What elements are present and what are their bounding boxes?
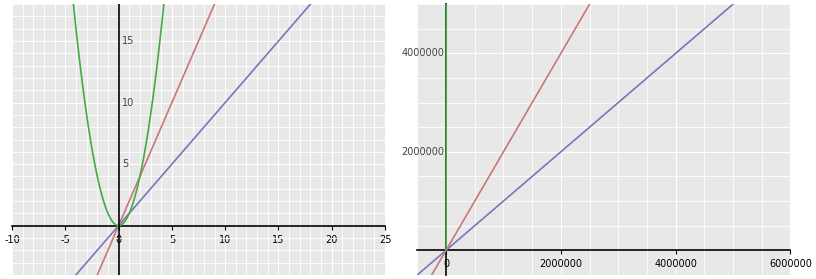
Text: 10: 10 [122,98,134,108]
Text: 4000000: 4000000 [401,48,445,58]
Text: 2000000: 2000000 [401,147,445,157]
Text: 15: 15 [122,36,134,46]
Text: 5: 5 [122,159,128,169]
